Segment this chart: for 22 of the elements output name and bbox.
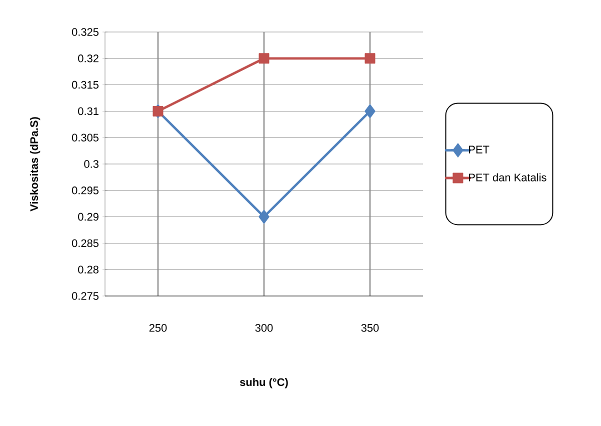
legend-label: PET [469,146,490,154]
x-tick-label: 300 [255,324,273,332]
y-tick-label: 0.285 [72,239,99,248]
point [364,53,376,64]
y-tick-label: 0.305 [72,134,99,142]
y-tick-label: 0.32 [78,54,98,62]
x-tick-label: 350 [361,324,379,332]
y-tick-label: 0.3 [84,160,98,168]
legend-label: PET dan Katalis [469,173,546,182]
y-axis-title: Viskositas (dPa.S) [30,117,40,212]
point [364,104,376,118]
y-tick-label: 0.28 [78,266,98,274]
y-tick-label: 0.295 [72,186,99,194]
point [258,210,270,224]
y-tick-label: 0.275 [72,292,99,300]
point [258,53,270,64]
y-tick-label: 0.315 [72,80,99,89]
y-tick-label: 0.325 [72,28,99,36]
y-tick-label: 0.29 [78,212,98,221]
x-axis-title: suhu (°C) [240,378,288,388]
y-tick-label: 0.31 [78,107,98,116]
x-tick-label: 250 [149,324,167,332]
